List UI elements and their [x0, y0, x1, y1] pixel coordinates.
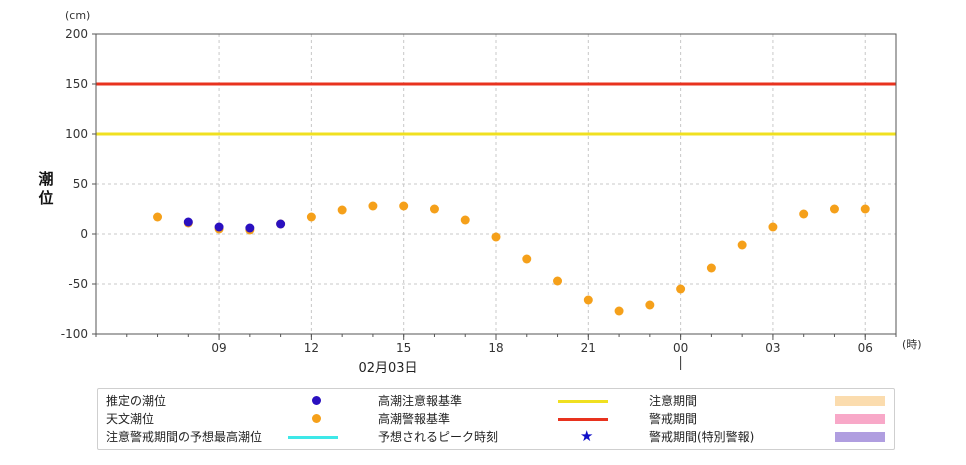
data-point	[183, 217, 193, 227]
legend-item: 注意期間	[98, 392, 894, 410]
legend-label: 予想されるピーク時刻	[378, 430, 499, 444]
y-axis-unit: (cm)	[65, 9, 90, 22]
legend-rect-swatch	[835, 414, 885, 424]
data-points	[153, 201, 870, 316]
legend-line-swatch	[558, 418, 608, 421]
legend-label: 警戒期間(特別警報)	[649, 430, 755, 444]
legend-label: 天文潮位	[106, 412, 155, 426]
y-tick-label: 50	[73, 177, 88, 191]
tide-chart: -100 -50 0 50 100 150 200 09 12 15 18 21 00 03 06 (cm)…	[38, 9, 922, 376]
x-tick-label: 09	[211, 341, 226, 355]
legend-label: 高潮警報基準	[378, 412, 451, 426]
x-tick-label: 18	[488, 341, 503, 355]
y-axis-label: 潮位	[38, 170, 53, 207]
y-axis-label-char: 潮	[38, 170, 53, 188]
legend-label: 注意期間	[649, 394, 698, 408]
data-point	[276, 219, 286, 229]
data-point	[491, 232, 501, 242]
data-point	[706, 263, 716, 273]
data-point	[399, 201, 409, 211]
legend-line-swatch	[558, 400, 608, 403]
legend-item: 高潮警報基準	[98, 410, 894, 428]
star-icon: ★	[580, 427, 594, 445]
legend-item: 推定の潮位	[98, 392, 894, 410]
legend-item: 注意警戒期間の予想最高潮位	[98, 428, 894, 446]
legend-label: 警戒期間	[649, 412, 698, 426]
chart-legend: 推定の潮位 天文潮位 注意警戒期間の予想最高潮位 高潮注意報基準 高潮警報基準 予想される…	[97, 388, 895, 450]
data-point	[429, 204, 439, 214]
legend-item: 高潮注意報基準	[98, 392, 894, 410]
data-point	[306, 212, 316, 222]
y-tick-label: -100	[61, 327, 88, 341]
legend-item: 予想されるピーク時刻 ★	[98, 427, 894, 446]
data-point	[860, 204, 870, 214]
threshold-lines	[96, 82, 896, 136]
data-point	[522, 254, 532, 264]
data-point	[214, 222, 224, 232]
legend-label: 推定の潮位	[106, 394, 167, 408]
y-tick-label: 200	[65, 27, 88, 41]
y-tick-label: 100	[65, 127, 88, 141]
data-point	[676, 284, 686, 294]
data-point	[645, 300, 655, 310]
y-tick-label: 0	[80, 227, 88, 241]
data-point	[583, 295, 593, 305]
x-tick-label: 21	[581, 341, 596, 355]
legend-rect-swatch	[835, 432, 885, 442]
x-tick-label: 03	[765, 341, 780, 355]
x-tick-label: 12	[304, 341, 319, 355]
y-tick-label: -50	[68, 277, 88, 291]
legend-label: 注意警戒期間の予想最高潮位	[106, 430, 263, 444]
data-point	[829, 204, 839, 214]
x-tick-label: 15	[396, 341, 411, 355]
data-point	[153, 212, 163, 222]
x-axis-unit: (時)	[902, 338, 922, 351]
legend-dot-swatch	[312, 414, 321, 423]
legend-item: 警戒期間	[98, 410, 894, 428]
axis-ticks: -100 -50 0 50 100 150 200 09 12 15 18 21 00 03 06	[61, 27, 897, 370]
y-tick-label: 150	[65, 77, 88, 91]
legend-label: 高潮注意報基準	[378, 394, 463, 408]
data-point	[553, 276, 563, 286]
legend-item: 警戒期間(特別警報)	[98, 428, 894, 446]
chart-grid	[96, 34, 896, 334]
data-point	[368, 201, 378, 211]
legend-line-swatch	[288, 436, 338, 439]
y-axis-label-char: 位	[38, 189, 53, 207]
x-tick-label: 00	[673, 341, 688, 355]
data-point	[799, 209, 809, 219]
data-point	[337, 205, 347, 215]
data-point	[460, 215, 470, 225]
date-label: 02月03日	[358, 361, 417, 376]
legend-item: 天文潮位	[98, 410, 894, 428]
data-point	[737, 240, 747, 250]
data-point	[614, 306, 624, 316]
x-tick-label: 06	[858, 341, 873, 355]
legend-rect-swatch	[835, 396, 885, 406]
data-point	[768, 222, 778, 232]
data-point	[245, 223, 255, 233]
legend-dot-swatch	[312, 396, 321, 405]
